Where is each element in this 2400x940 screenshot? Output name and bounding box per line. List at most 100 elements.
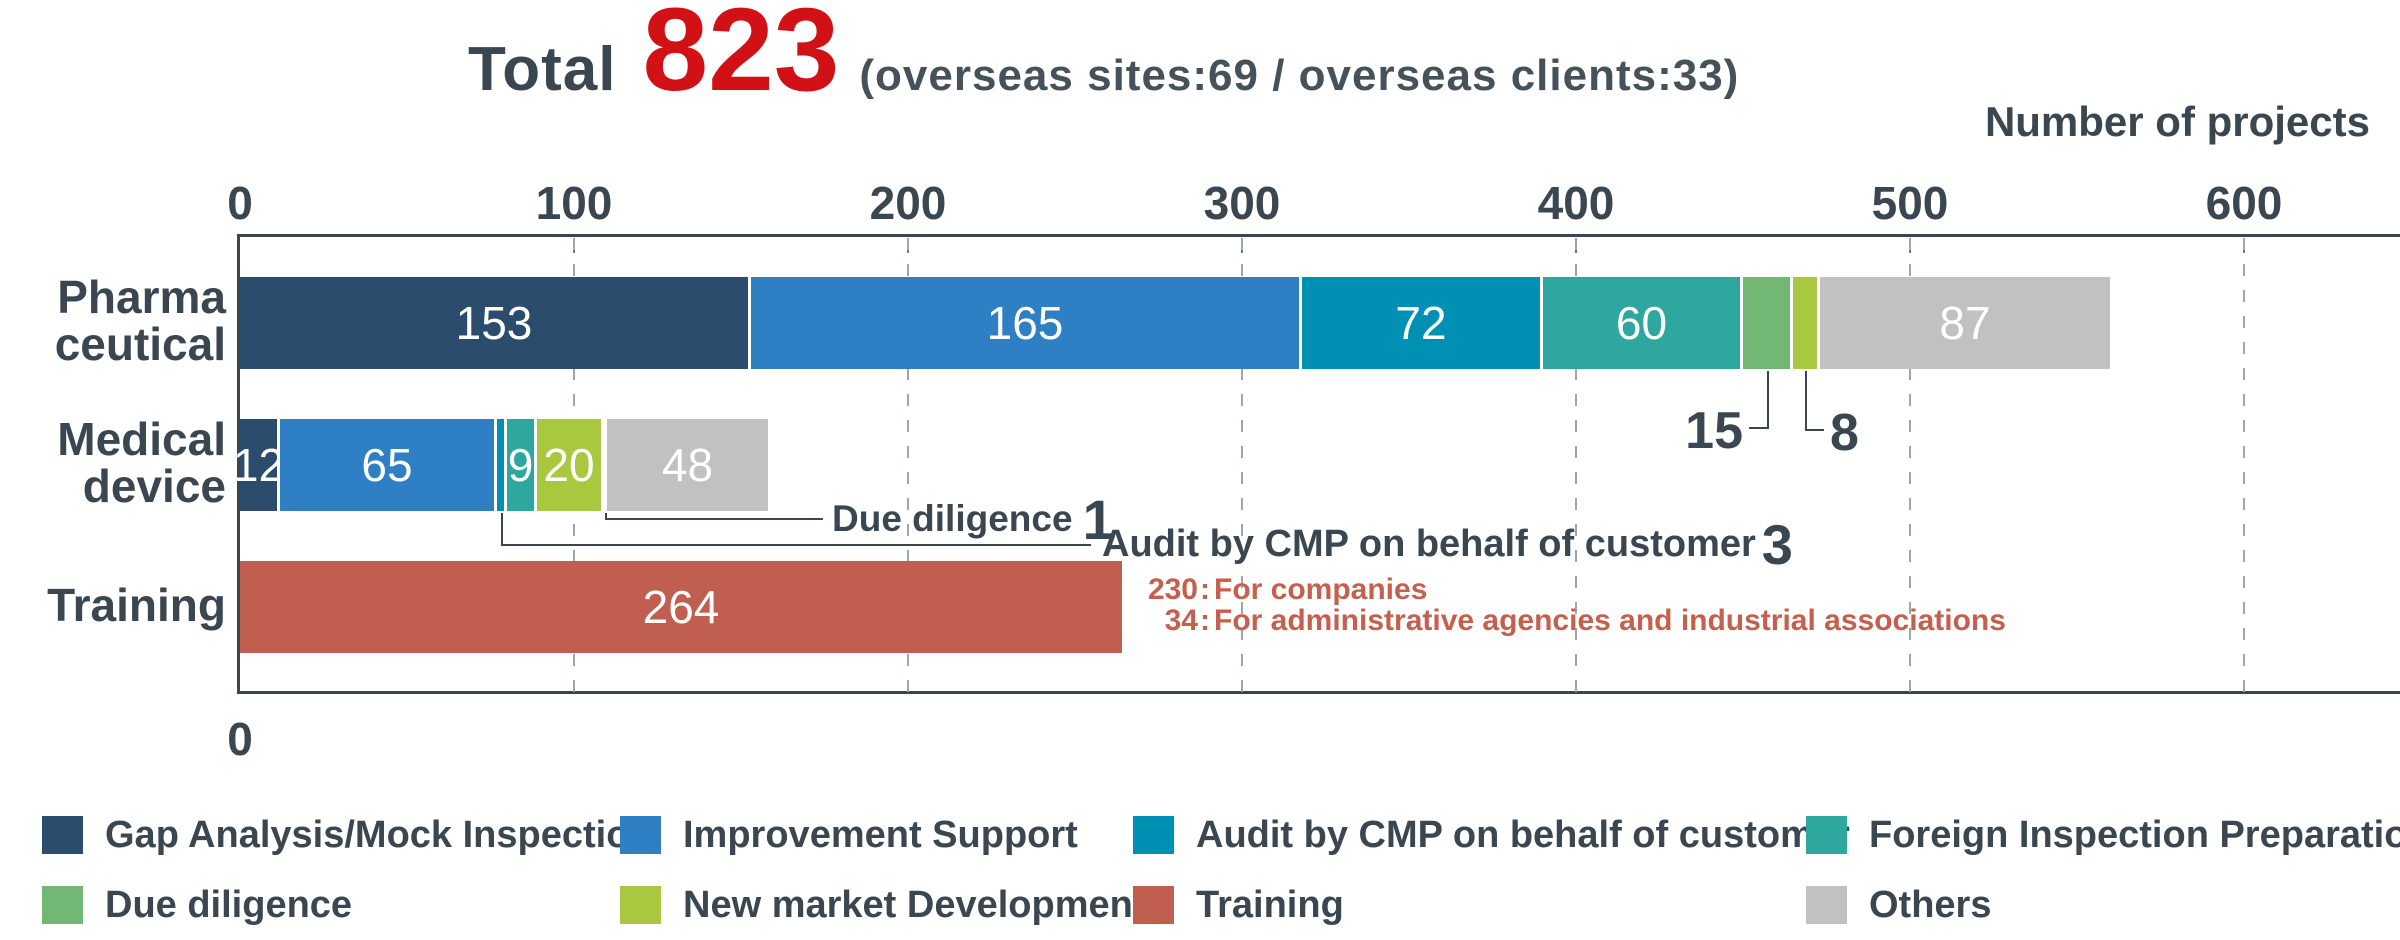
legend-swatch [42,886,83,924]
legend-item: Others [1806,883,1992,926]
bar-segment-value: 65 [361,439,413,491]
callout-due-diligence: Due diligence 1 [832,488,1114,551]
callout-line-vertical [1767,371,1769,429]
training-breakdown-note: 230: For companies 34: For administrative a… [1146,574,2006,636]
callout-number: 15 [1685,402,1743,460]
training-note-text: For companies [1214,573,1428,606]
legend-label: Improvement Support [683,813,1078,856]
bar-segment-value: 48 [661,439,714,491]
bar-segment: 12 [233,419,284,511]
legend-item: Audit by CMP on behalf of customer [1133,813,1850,856]
bar-segment: 9 [507,419,537,511]
callout-due-diligence-text: Due diligence [832,498,1073,539]
category-label: Medical device [0,416,226,510]
category-label: Training [0,578,226,631]
bar-segment [497,419,507,511]
title-overseas-note: (overseas sites:69 / overseas clients:33… [859,51,1740,100]
training-note-separator: : [1200,573,1210,606]
legend-swatch [620,816,661,854]
legend-swatch [1806,816,1847,854]
legend-swatch [620,886,661,924]
bar-segment-value: 60 [1615,297,1668,349]
axis-gridline [1575,238,1577,692]
legend-label: New market Development [683,883,1146,926]
training-note-line: 230: For companies [1146,574,2006,605]
training-note-value: 34 [1164,604,1198,637]
callout-audit-cmp-value: 3 [1761,512,1793,576]
callout-line-horizontal [1749,427,1767,429]
callout-line-vertical [605,513,607,520]
axis-gridline [2243,238,2245,692]
bar-segment [604,419,607,511]
axis-tick-label: 300 [1203,177,1281,229]
callout-audit-cmp-text: Audit by CMP on behalf of customer [1102,522,1756,565]
axis-tick-label: 600 [2205,177,2283,229]
axis-top-line [237,234,2400,237]
callout-line-horizontal [605,518,823,520]
bar-segment [1793,277,1820,369]
axis-tick-label: 400 [1537,177,1615,229]
bar-segment: 264 [240,561,1122,653]
axis-gridline [1909,238,1911,692]
bar-segment-value: 9 [507,439,534,491]
callout-audit-cmp: Audit by CMP on behalf of customer 3 [1102,513,1793,576]
axis-tick-label: 100 [535,177,613,229]
legend-label: Due diligence [105,883,353,926]
axis-tick-label: 200 [869,177,947,229]
training-note-separator: : [1200,604,1210,637]
axis-gridline [907,238,909,692]
legend-item: Improvement Support [620,813,1078,856]
legend-item: Foreign Inspection Preparation [1806,813,2400,856]
legend-item: Gap Analysis/Mock Inspection [42,813,653,856]
callout-line-vertical [1805,371,1807,431]
callout-line-horizontal [501,544,1091,546]
legend-label: Foreign Inspection Preparation [1869,813,2400,856]
legend-item: New market Development [620,883,1146,926]
bar-segment-value: 72 [1395,297,1447,349]
category-label-line: Medical [57,413,226,465]
bar-segment: 65 [280,419,497,511]
legend-label: Gap Analysis/Mock Inspection [105,813,653,856]
legend-item: Training [1133,883,1344,926]
title-total-value: 823 [642,0,840,116]
training-note-value: 230 [1147,573,1198,606]
bar-segment-value: 87 [1939,297,1991,349]
legend-swatch [1133,816,1174,854]
axis-left-line [237,234,240,693]
axis-bottom-line [237,691,2400,694]
category-label-line: ceutical [54,318,226,370]
bar-segment [1743,277,1793,369]
callout-number: 8 [1830,404,1859,462]
bar-segment: 72 [1302,277,1543,369]
category-label-line: device [82,460,226,512]
callout-line-horizontal [1806,429,1824,431]
title-prefix: Total [468,35,617,104]
callout-line-vertical [501,513,503,546]
bar-segment: 153 [240,277,751,369]
bar-segment-value: 20 [543,439,595,491]
legend-swatch [42,816,83,854]
axis-unit-label: Number of projects [1984,98,2370,145]
bar-segment-value: 153 [455,297,533,349]
bar-segment-value: 12 [232,439,285,491]
callout-due-diligence-value: 1 [1082,487,1114,551]
legend-label: Audit by CMP on behalf of customer [1196,813,1850,856]
legend-item: Due diligence [42,883,353,926]
axis-gridline [1241,238,1243,692]
bar-segment: 60 [1543,277,1743,369]
legend-label: Others [1869,883,1992,926]
bar-segment: 20 [537,419,604,511]
bar-segment: 165 [751,277,1302,369]
training-note-line: 34: For administrative agencies and indus… [1146,605,2006,636]
category-label-line: Pharma [57,271,226,323]
bar-segment-value: 264 [642,581,720,633]
chart-title: Total 823 (overseas sites:69 / overseas … [468,0,1740,116]
bar-segment: 87 [1820,277,2110,369]
legend-label: Training [1196,883,1344,926]
legend-swatch [1133,886,1174,924]
axis-tick-label: 0 [227,177,253,229]
category-label-line: Training [47,578,226,631]
training-note-text: For administrative agencies and industri… [1214,604,2006,637]
legend-swatch [1806,886,1847,924]
